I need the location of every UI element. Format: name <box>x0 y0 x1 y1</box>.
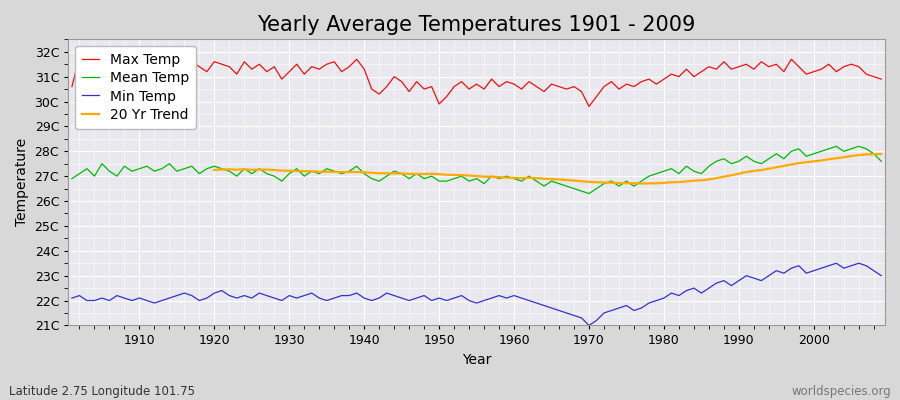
Min Temp <box>292 296 302 300</box>
Min Temp <box>831 261 842 266</box>
Max Temp <box>517 87 527 92</box>
Line: 20 Yr Trend: 20 Yr Trend <box>214 154 881 184</box>
20 Yr Trend <box>853 153 864 158</box>
Min Temp <box>508 293 519 298</box>
Text: worldspecies.org: worldspecies.org <box>791 385 891 398</box>
Y-axis label: Temperature: Temperature <box>15 138 29 226</box>
Max Temp <box>299 72 310 76</box>
Max Temp <box>67 84 77 89</box>
Mean Temp <box>606 179 616 184</box>
20 Yr Trend <box>411 172 422 176</box>
Line: Mean Temp: Mean Temp <box>72 146 881 194</box>
Mean Temp <box>876 159 886 164</box>
Max Temp <box>876 77 886 82</box>
Max Temp <box>134 64 145 69</box>
Min Temp <box>67 296 77 300</box>
Min Temp <box>583 323 594 328</box>
Line: Min Temp: Min Temp <box>72 263 881 326</box>
Title: Yearly Average Temperatures 1901 - 2009: Yearly Average Temperatures 1901 - 2009 <box>257 15 696 35</box>
Mean Temp <box>337 171 347 176</box>
Mean Temp <box>583 191 594 196</box>
Mean Temp <box>831 144 842 149</box>
Max Temp <box>344 64 355 69</box>
20 Yr Trend <box>786 162 796 167</box>
20 Yr Trend <box>636 181 647 186</box>
Min Temp <box>876 273 886 278</box>
Mean Temp <box>508 176 519 181</box>
20 Yr Trend <box>771 165 782 170</box>
Mean Temp <box>501 174 512 178</box>
Min Temp <box>501 296 512 300</box>
Max Temp <box>508 82 519 86</box>
20 Yr Trend <box>299 169 310 174</box>
Min Temp <box>337 293 347 298</box>
Mean Temp <box>67 176 77 181</box>
20 Yr Trend <box>209 168 220 172</box>
Max Temp <box>614 87 625 92</box>
Mean Temp <box>292 166 302 171</box>
Max Temp <box>96 52 107 57</box>
Mean Temp <box>127 169 138 174</box>
20 Yr Trend <box>876 152 886 156</box>
20 Yr Trend <box>681 179 692 184</box>
Min Temp <box>606 308 616 313</box>
Line: Max Temp: Max Temp <box>72 54 881 106</box>
X-axis label: Year: Year <box>462 353 491 367</box>
Min Temp <box>127 298 138 303</box>
Text: Latitude 2.75 Longitude 101.75: Latitude 2.75 Longitude 101.75 <box>9 385 195 398</box>
Max Temp <box>583 104 594 109</box>
Legend: Max Temp, Mean Temp, Min Temp, 20 Yr Trend: Max Temp, Mean Temp, Min Temp, 20 Yr Tre… <box>76 46 196 129</box>
